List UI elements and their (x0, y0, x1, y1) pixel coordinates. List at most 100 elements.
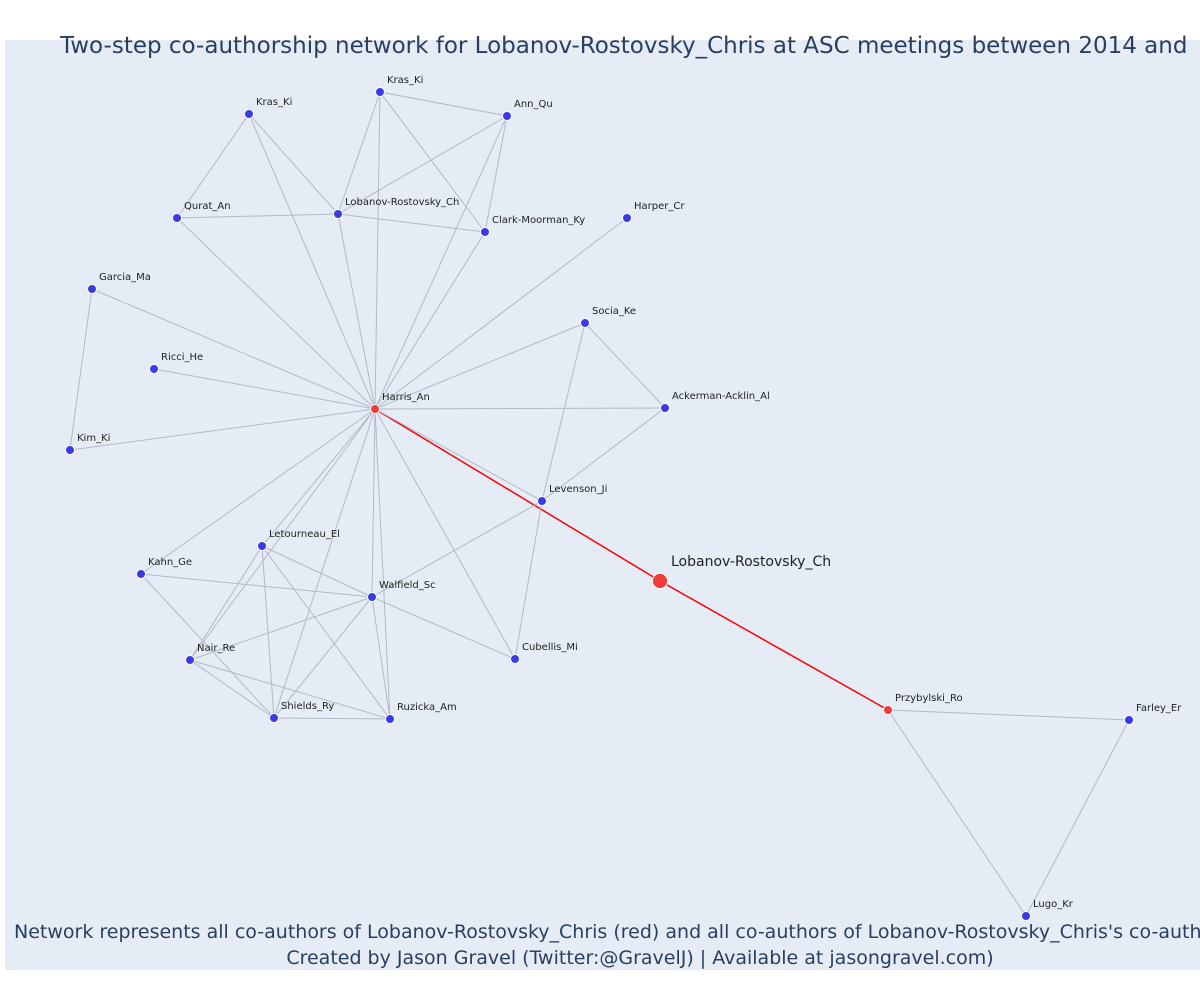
node[interactable] (537, 496, 547, 506)
node-label: Clark-Moorman_Ky (492, 215, 585, 226)
edge (261, 408, 376, 547)
edge (514, 500, 543, 660)
edge (140, 408, 376, 575)
node[interactable] (385, 714, 395, 724)
edge (69, 288, 93, 451)
edge (887, 709, 1027, 917)
edge (484, 115, 508, 233)
edge (69, 408, 376, 451)
edge (374, 217, 628, 410)
node-label: Nair_Re (197, 643, 235, 654)
node-label: Lobanov-Rostovsky_Ch (345, 197, 459, 208)
node-label: Ruzicka_Am (397, 702, 457, 713)
edge (374, 231, 486, 410)
edge (374, 407, 666, 410)
edge (337, 115, 508, 215)
node-label: Kim_Ki (77, 433, 110, 444)
node[interactable] (257, 541, 267, 551)
node-label: Socia_Ke (592, 306, 636, 317)
focus-node[interactable] (652, 573, 668, 589)
node-label: Harper_Cr (634, 201, 685, 212)
edge (189, 545, 263, 661)
node[interactable] (136, 569, 146, 579)
node-layer (65, 87, 1134, 921)
node-label: Letourneau_El (269, 529, 340, 540)
edge (584, 322, 666, 409)
node-label: Cubellis_Mi (522, 642, 578, 653)
node-label: Kahn_Ge (148, 557, 192, 568)
node-label: Garcia_Ma (99, 272, 151, 283)
node[interactable] (375, 87, 385, 97)
node[interactable] (367, 592, 377, 602)
coauthor-node[interactable] (370, 404, 380, 414)
edge (273, 596, 373, 719)
edge (371, 408, 376, 598)
edge (248, 113, 339, 215)
edge (248, 113, 376, 410)
edge (140, 573, 373, 598)
node[interactable] (172, 213, 182, 223)
edge (273, 408, 376, 719)
node[interactable] (65, 445, 75, 455)
edge (337, 213, 486, 233)
edge (374, 115, 508, 410)
edge (374, 91, 381, 410)
edge (371, 500, 543, 598)
node[interactable] (660, 403, 670, 413)
caption-line-2: Created by Jason Gravel (Twitter:@Gravel… (286, 947, 993, 969)
node[interactable] (622, 213, 632, 223)
edge (261, 545, 391, 720)
label-layer: Kras_Ki Kras_Ki Ann_Qu Qurat_An Lobanov-Rost… (77, 75, 1182, 910)
edge (374, 408, 391, 720)
edge (887, 709, 1130, 721)
node-label: Ackerman-Acklin_Al (672, 391, 770, 402)
edge (91, 288, 376, 410)
node-label: Kras_Ki (256, 97, 292, 108)
edge (261, 545, 275, 719)
node-label: Levenson_Ji (549, 484, 607, 495)
edge (374, 322, 586, 410)
node[interactable] (510, 654, 520, 664)
edge (261, 545, 373, 598)
node[interactable] (269, 713, 279, 723)
edge (189, 659, 275, 719)
node-label: Przybylski_Ro (895, 693, 963, 704)
edge (153, 368, 376, 410)
edge (374, 408, 516, 660)
coauthor-node[interactable] (883, 705, 893, 715)
edge (337, 213, 376, 410)
node-label: Qurat_An (184, 201, 231, 212)
edge (176, 217, 376, 410)
node[interactable] (480, 227, 490, 237)
edge (371, 596, 516, 660)
node-label: Ann_Qu (514, 99, 553, 110)
edge (189, 408, 376, 661)
edge (541, 407, 666, 502)
edge (374, 408, 543, 502)
node-label: Farley_Er (1136, 703, 1182, 714)
focus-node-label: Lobanov-Rostovsky_Ch (671, 554, 831, 570)
node-label: Kras_Ki (387, 75, 423, 86)
caption-line-1: Network represents all co-authors of Lob… (14, 921, 1200, 943)
node[interactable] (1021, 911, 1031, 921)
edge (140, 573, 275, 719)
node[interactable] (1124, 715, 1134, 725)
plot-background (5, 40, 1200, 970)
edge (371, 596, 391, 720)
edge (189, 659, 391, 720)
node[interactable] (149, 364, 159, 374)
node[interactable] (502, 111, 512, 121)
edge (337, 91, 381, 215)
edge (379, 91, 486, 233)
node[interactable] (185, 655, 195, 665)
edge (273, 717, 391, 720)
node[interactable] (87, 284, 97, 294)
node-label: Walfield_Sc (379, 580, 436, 591)
edge (189, 596, 373, 661)
node-label: Harris_An (382, 392, 430, 403)
edge (379, 91, 508, 117)
node[interactable] (580, 318, 590, 328)
edge-layer (69, 91, 1130, 917)
node[interactable] (333, 209, 343, 219)
node[interactable] (244, 109, 254, 119)
